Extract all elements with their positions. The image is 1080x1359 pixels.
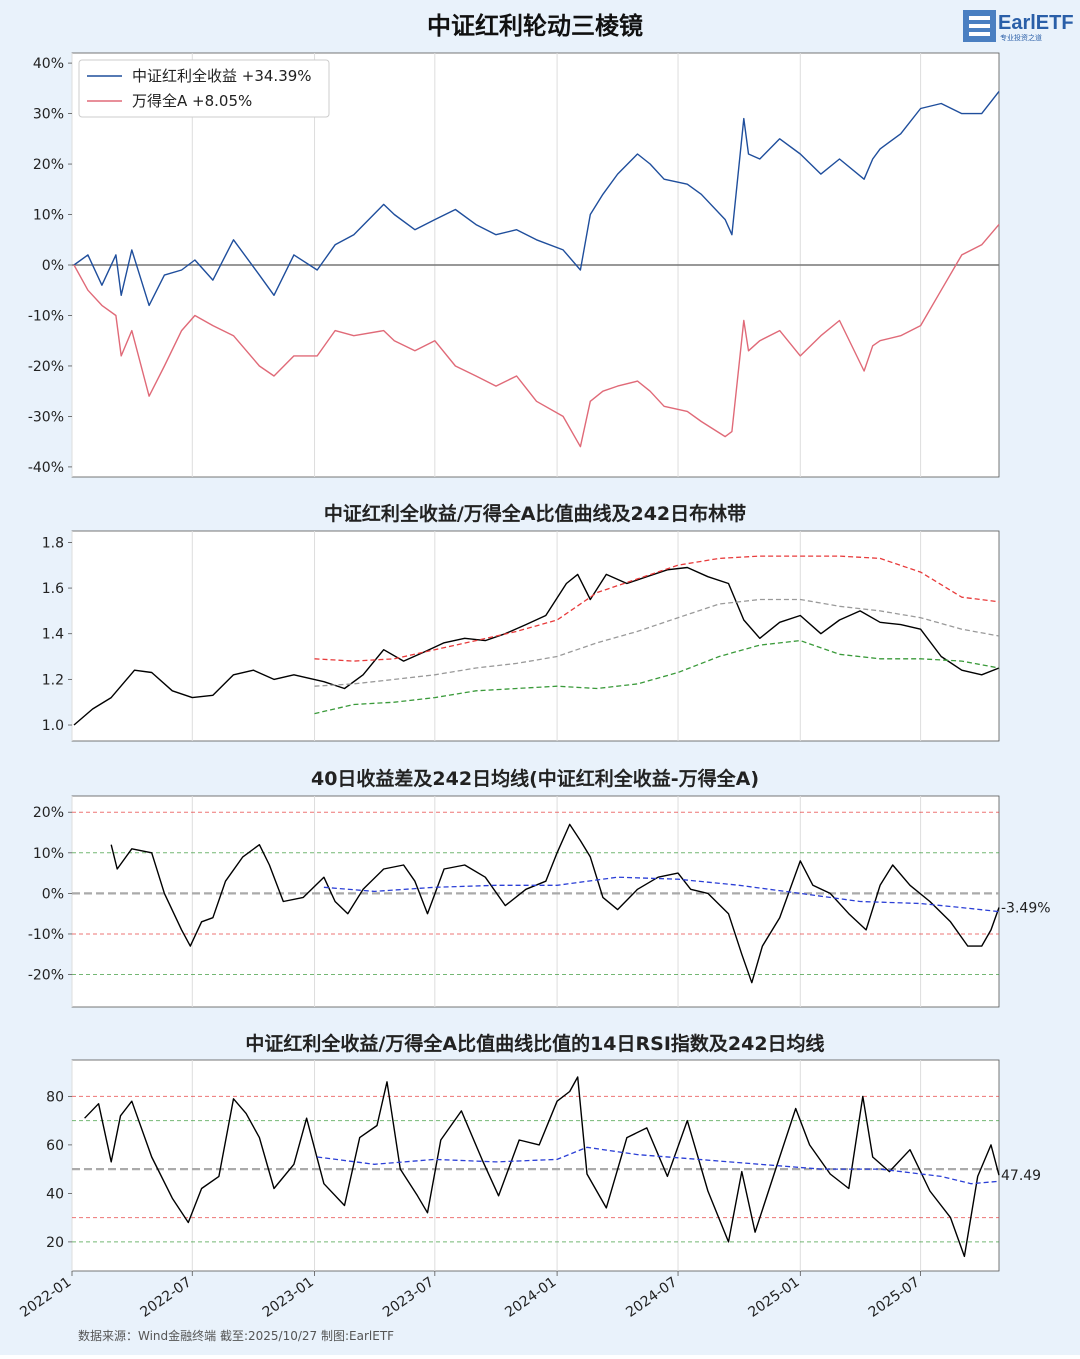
series-line-1: [323, 876, 1000, 913]
panel-title: 中证红利全收益/万得全A比值曲线及242日布林带: [324, 502, 746, 525]
y-tick-label: -10%: [28, 308, 64, 324]
y-tick-label: 40: [46, 1186, 64, 1202]
source-note: 数据来源：Wind金融终端 截至:2025/10/27 制图:EarlETF: [78, 1329, 395, 1343]
y-tick-label: 1.8: [42, 535, 64, 551]
y-tick-label: -20%: [28, 968, 64, 984]
y-tick-label: 0%: [42, 258, 64, 274]
y-tick-label: 1.0: [42, 718, 64, 734]
series-line-0: [73, 566, 1000, 726]
series-line-0: [110, 823, 1000, 984]
series-line-3: [314, 639, 1000, 715]
series-line-1: [317, 1146, 1000, 1185]
y-tick-label: 10%: [33, 846, 64, 862]
end-value-label: -3.49%: [1001, 901, 1051, 917]
y-tick-label: 1.6: [42, 581, 64, 597]
plot-area: [71, 795, 1000, 1008]
logo-brand-text: EarlETF: [998, 12, 1074, 34]
y-tick-label: -30%: [28, 409, 64, 425]
plot-area: [71, 1059, 1000, 1272]
panel-title: 40日收益差及242日均线(中证红利全收益-万得全A): [311, 767, 759, 790]
y-tick-label: 10%: [33, 208, 64, 224]
earl-etf-logo: EarlETF 专业投资之道: [962, 8, 1074, 44]
legend: 中证红利全收益 +34.39% 万得全A +8.05%: [78, 59, 330, 118]
end-value-label: 47.49: [1001, 1168, 1041, 1184]
legend-label: 中证红利全收益 +34.39%: [132, 67, 312, 85]
y-tick-label: 40%: [33, 56, 64, 72]
legend-box: [78, 59, 330, 118]
y-tick-label: 60: [46, 1138, 64, 1154]
series-line-1: [314, 555, 1000, 662]
y-tick-label: 80: [46, 1089, 64, 1105]
series-line-中证红利全收益: [73, 90, 1000, 307]
logo-tagline-text: 专业投资之道: [1000, 33, 1042, 42]
panel-return_diff: 40日收益差及242日均线(中证红利全收益-万得全A) 20% 10% 0% -10% -…: [28, 767, 1051, 1008]
y-tick-label: 1.2: [42, 672, 64, 688]
panel-title: 中证红利全收益/万得全A比值曲线比值的14日RSI指数及242日均线: [245, 1032, 824, 1055]
panel-rsi: 中证红利全收益/万得全A比值曲线比值的14日RSI指数及242日均线 80 60 40…: [46, 1032, 1041, 1272]
y-tick-label: 20%: [33, 805, 64, 821]
legend-label: 万得全A +8.05%: [132, 92, 252, 110]
series-line-2: [314, 598, 1000, 687]
y-tick-label: 0%: [42, 886, 64, 902]
main-title: 中证红利轮动三棱镜: [427, 12, 643, 40]
series-line-万得全A: [73, 223, 1000, 448]
y-tick-label: 30%: [33, 107, 64, 123]
y-tick-label: -10%: [28, 927, 64, 943]
panel-cum_returns: 40% 30% 20% 10% 0% -10% -20% -30% -40% 中证红利全收益 +3…: [28, 52, 1000, 478]
y-tick-label: -40%: [28, 460, 64, 476]
y-tick-label: -20%: [28, 359, 64, 375]
y-tick-label: 20: [46, 1235, 64, 1251]
y-tick-label: 1.4: [42, 627, 64, 643]
plot-area: [71, 530, 1000, 742]
panel-ratio_bollinger: 中证红利全收益/万得全A比值曲线及242日布林带 1.8 1.6 1.4 1.2 1.0: [42, 502, 1000, 742]
series-line-0: [84, 1076, 1000, 1258]
y-tick-label: 20%: [33, 157, 64, 173]
